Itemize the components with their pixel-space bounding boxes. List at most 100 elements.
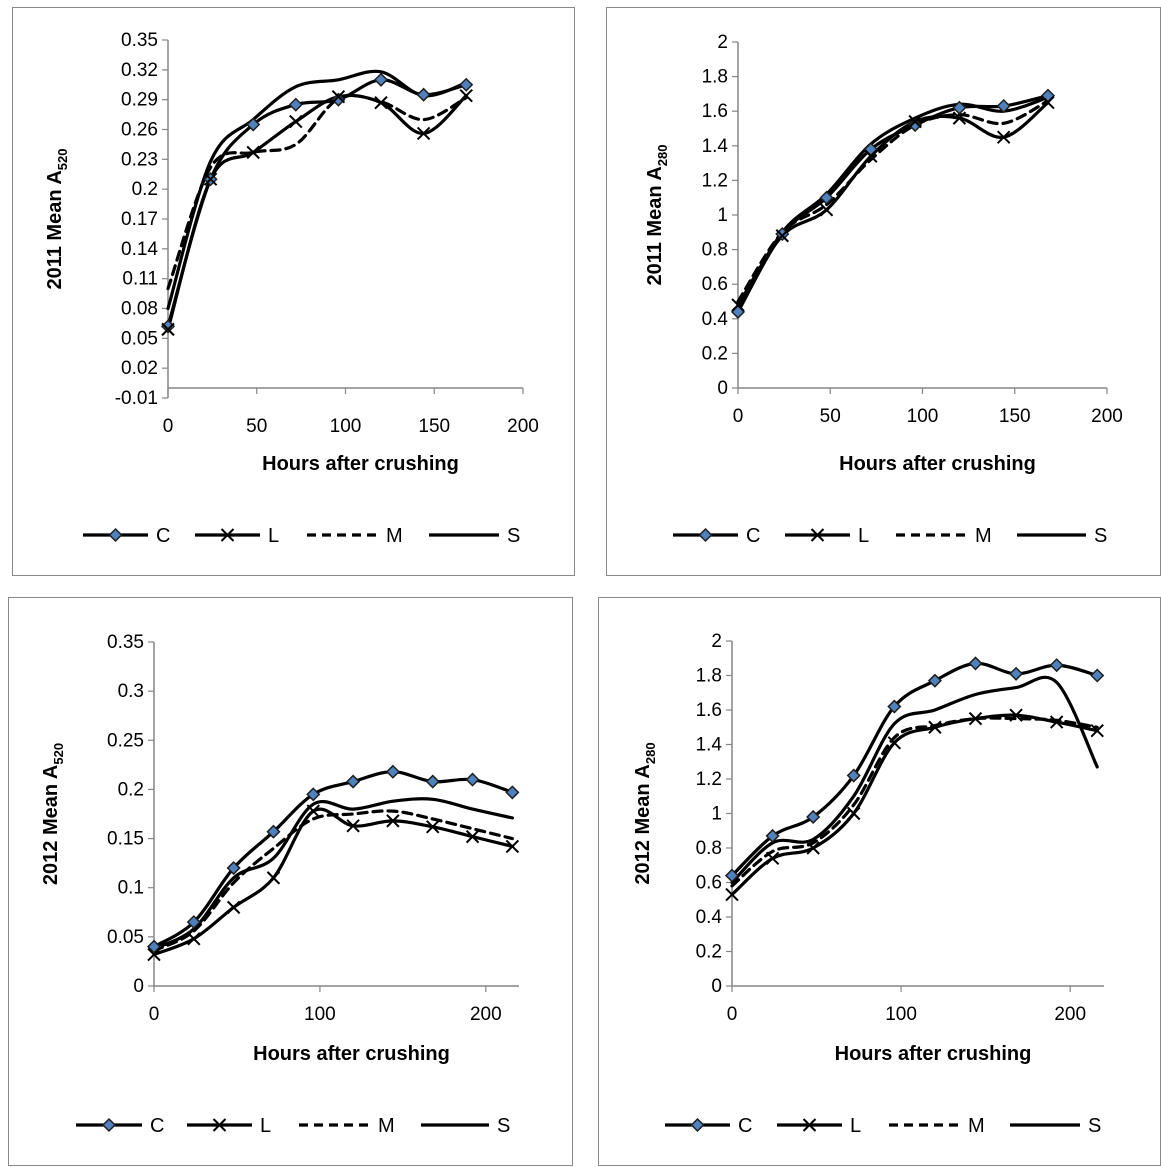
x-tick-label: 100	[304, 1004, 336, 1025]
data-point-L	[374, 95, 388, 110]
y-axis-title: 2011 Mean A520	[44, 148, 70, 289]
data-point-C	[186, 915, 201, 930]
x-axis-title: Hours after crushing	[839, 453, 1036, 475]
data-point-L	[203, 172, 218, 186]
data-point-L	[161, 322, 175, 337]
y-tick-label: 0.2	[702, 343, 728, 364]
data-point-L	[725, 887, 739, 902]
data-point-C	[288, 97, 303, 112]
y-tick-label: 0.2	[696, 942, 722, 963]
data-point-L	[246, 145, 260, 160]
chart-panel-2011-a280: 0 0.2 0.4 0.6 0.8 1 1.2 1.4 1.6 1.8 2 0 50 100 150 200 H…	[606, 7, 1161, 576]
x-tick-label: 100	[330, 416, 362, 437]
chart-2011-a280: 0 0.2 0.4 0.6 0.8 1 1.2 1.4 1.6 1.8 2 0 50 100 150 200 H…	[644, 32, 1123, 547]
y-tick-label: 0.08	[121, 299, 158, 320]
data-point-L	[731, 298, 745, 312]
y-tick-label: 1	[711, 804, 722, 825]
legend-label-S: S	[1094, 525, 1107, 547]
data-point-C	[373, 72, 389, 87]
data-point-C	[952, 100, 967, 115]
series-line-S	[166, 69, 468, 311]
chart-panel-2011-a520: -0.01 0.02 0.05 0.08 0.11 0.14 0.17 0.2 0.23 0.26…	[12, 7, 575, 576]
data-point-L	[864, 149, 878, 163]
data-point-C	[331, 92, 346, 107]
data-point-C	[996, 98, 1011, 114]
y-tick-label: 0.15	[107, 829, 144, 850]
data-point-C	[465, 772, 480, 787]
series-line-L	[166, 93, 468, 331]
legend-label-L: L	[268, 525, 279, 547]
y-tick-label: 0.35	[121, 30, 158, 51]
data-point-L	[806, 841, 820, 855]
data-point-L	[887, 736, 902, 750]
y-tick-label: 0	[717, 378, 728, 399]
y-tick-label: 0	[711, 976, 722, 997]
data-point-C	[1009, 666, 1024, 681]
series-line-C	[152, 770, 514, 949]
data-point-C	[765, 828, 780, 843]
y-tick-label: 1.8	[696, 666, 722, 687]
y-tick-label: 0.4	[702, 309, 729, 330]
x-tick-label: 100	[907, 406, 939, 427]
legend-label-L: L	[260, 1115, 271, 1137]
y-tick-label: 0.8	[696, 838, 722, 859]
data-point-L	[1009, 708, 1023, 722]
data-point-C	[819, 190, 834, 205]
x-tick-label: 0	[149, 1004, 160, 1025]
legend-label-C: C	[156, 525, 170, 547]
series-line-L	[736, 101, 1050, 307]
legend-label-L: L	[858, 525, 869, 547]
x-tick-label: 50	[246, 416, 267, 437]
y-tick-label: 0.25	[107, 730, 144, 751]
y-tick-label: 0.11	[122, 269, 158, 290]
y-tick-label: 1	[717, 205, 728, 226]
data-point-L	[1041, 95, 1055, 110]
y-tick-label: 0.02	[121, 358, 158, 379]
x-axis-title: Hours after crushing	[835, 1043, 1032, 1065]
data-point-C	[846, 768, 861, 783]
data-point-L	[952, 111, 967, 125]
legend-label-M: M	[386, 525, 403, 547]
y-tick-label: 1.2	[702, 170, 728, 191]
data-point-C	[1049, 658, 1064, 673]
series-line-M	[736, 99, 1050, 304]
data-point-L	[847, 806, 861, 821]
y-tick-label: 0.6	[702, 274, 728, 295]
data-point-C	[459, 77, 474, 92]
series-line-C	[730, 661, 1099, 878]
data-point-L	[426, 820, 440, 834]
data-point-L	[465, 829, 480, 844]
y-tick-label: 0.8	[702, 240, 728, 261]
data-point-C	[806, 809, 821, 825]
data-point-C	[146, 939, 162, 954]
y-tick-label: 1.8	[702, 67, 728, 88]
y-tick-label: 0.14	[121, 239, 158, 260]
legend-marker-L	[212, 1118, 227, 1132]
data-point-C	[505, 785, 520, 800]
y-tick-label: 1.4	[702, 136, 729, 157]
y-tick-label: 0.3	[118, 681, 144, 702]
data-point-C	[724, 868, 740, 883]
data-point-C	[730, 304, 746, 319]
data-point-L	[416, 126, 431, 141]
y-tick-label: 0.23	[121, 149, 158, 170]
y-tick-label: 0.05	[121, 328, 158, 349]
y-tick-label: -0.01	[115, 388, 158, 409]
series-line-L	[152, 807, 514, 957]
chart-2011-a520: -0.01 0.02 0.05 0.08 0.11 0.14 0.17 0.2 0.23 0.26…	[44, 30, 539, 547]
data-point-C	[887, 699, 902, 714]
x-tick-label: 150	[418, 416, 450, 437]
data-point-L	[346, 819, 360, 833]
x-tick-label: 0	[727, 1004, 738, 1025]
legend-label-S: S	[497, 1115, 510, 1137]
series-line-C	[166, 78, 468, 328]
data-point-C	[226, 860, 241, 876]
x-tick-label: 200	[1054, 1004, 1086, 1025]
legend-label-C: C	[746, 525, 760, 547]
data-point-C	[1090, 668, 1105, 683]
y-tick-label: 1.4	[696, 735, 723, 756]
data-point-L	[147, 947, 161, 962]
data-point-C	[306, 787, 321, 802]
x-tick-label: 200	[470, 1004, 502, 1025]
legend-label-S: S	[1088, 1115, 1101, 1137]
